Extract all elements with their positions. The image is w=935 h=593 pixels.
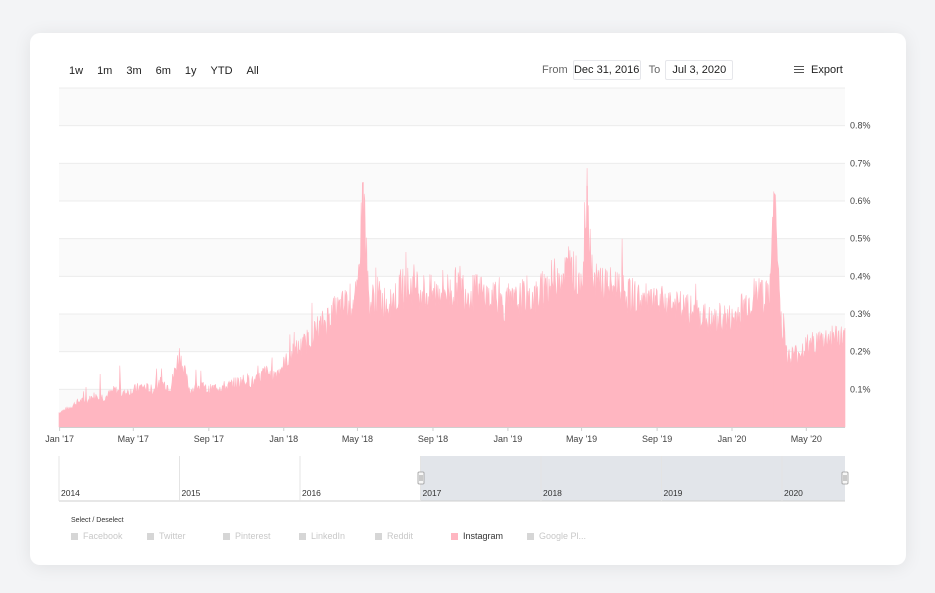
export-button[interactable]: Export [794, 64, 843, 76]
to-label: To [648, 64, 661, 76]
legend-item-instagram[interactable]: Instagram [451, 531, 527, 541]
y-tick-label: 0.3% [850, 309, 871, 319]
x-tick-label: May '17 [118, 434, 149, 444]
x-tick-label: Sep '17 [194, 434, 224, 444]
navigator-year-label: 2016 [302, 488, 321, 498]
x-tick-label: Sep '18 [418, 434, 448, 444]
from-date-input[interactable]: Dec 31, 2016 [572, 60, 641, 80]
x-tick-label: May '20 [791, 434, 822, 444]
date-range: From Dec 31, 2016 To Jul 3, 2020 [542, 60, 741, 80]
range-button-ytd[interactable]: YTD [204, 64, 240, 78]
range-button-1m[interactable]: 1m [90, 64, 119, 78]
chart-card: 1w 1m 3m 6m 1y YTD All From Dec 31, 2016… [30, 33, 906, 565]
from-label: From [542, 64, 568, 76]
legend-item-reddit[interactable]: Reddit [375, 531, 451, 541]
navigator-handle[interactable] [841, 471, 849, 485]
range-selector: 1w 1m 3m 6m 1y YTD All [69, 64, 266, 78]
legend-title: Select / Deselect [71, 517, 124, 524]
x-tick-label: Jan '19 [494, 434, 523, 444]
x-axis-ticks: Jan '17 May '17 Sep '17 Jan '18 May '18 Sep '… [45, 427, 822, 444]
navigator: 2014 2015 2016 2017 2018 2019 2020 [58, 456, 849, 502]
plot-band [59, 201, 845, 239]
navigator-selection [421, 456, 845, 501]
legend-label: Twitter [159, 531, 186, 541]
navigator-year-label: 2017 [423, 488, 442, 498]
x-tick-label: May '18 [342, 434, 373, 444]
plot-band [59, 88, 845, 126]
legend-swatch [223, 532, 230, 540]
plot-band [59, 163, 845, 201]
x-tick-label: Sep '19 [642, 434, 672, 444]
range-button-6m[interactable]: 6m [149, 64, 178, 78]
y-tick-label: 0.8% [850, 121, 871, 131]
legend: Facebook Twitter Pinterest LinkedIn Redd… [71, 531, 603, 541]
menu-icon [794, 66, 804, 74]
x-tick-label: May '19 [566, 434, 597, 444]
legend-item-twitter[interactable]: Twitter [147, 531, 223, 541]
legend-swatch [527, 532, 534, 540]
legend-label: Pinterest [235, 531, 271, 541]
area-chart: 0.1% 0.2% 0.3% 0.4% 0.5% 0.6% 0.7% 0.8% Jan '17… [45, 87, 871, 502]
series-area-instagram [58, 168, 846, 428]
y-tick-label: 0.7% [850, 158, 871, 168]
export-label: Export [811, 64, 843, 76]
x-tick-label: Jan '17 [45, 434, 74, 444]
y-axis-ticks: 0.1% 0.2% 0.3% 0.4% 0.5% 0.6% 0.7% 0.8% [850, 121, 871, 395]
navigator-year-label: 2014 [61, 488, 80, 498]
range-button-all[interactable]: All [240, 64, 266, 78]
navigator-year-label: 2019 [664, 488, 683, 498]
series-area-group [58, 168, 846, 428]
range-button-3m[interactable]: 3m [119, 64, 148, 78]
y-tick-label: 0.2% [850, 347, 871, 357]
legend-swatch [451, 532, 458, 540]
y-tick-label: 0.4% [850, 271, 871, 281]
legend-label: Instagram [463, 531, 504, 541]
y-tick-label: 0.1% [850, 384, 871, 394]
legend-item-pinterest[interactable]: Pinterest [223, 531, 299, 541]
legend-swatch [71, 532, 78, 540]
legend-label: Reddit [387, 531, 414, 541]
legend-item-linkedin[interactable]: LinkedIn [299, 531, 375, 541]
legend-swatch [299, 532, 306, 540]
x-tick-label: Jan '18 [269, 434, 298, 444]
legend-swatch [147, 532, 154, 540]
navigator-year-label: 2018 [543, 488, 562, 498]
legend-item-google-plus[interactable]: Google Pl... [527, 531, 603, 541]
legend-label: Facebook [83, 531, 123, 541]
y-tick-label: 0.5% [850, 234, 871, 244]
legend-label: LinkedIn [311, 531, 346, 541]
navigator-year-label: 2020 [784, 488, 803, 498]
plot-band [59, 125, 845, 164]
plot-band [59, 238, 845, 277]
y-tick-label: 0.6% [850, 196, 871, 206]
navigator-handle[interactable] [417, 471, 425, 485]
legend-swatch [375, 532, 382, 540]
to-date-input[interactable]: Jul 3, 2020 [665, 60, 734, 80]
legend-label: Google Pl... [539, 531, 587, 541]
navigator-year-label: 2015 [182, 488, 201, 498]
range-button-1w[interactable]: 1w [69, 64, 90, 78]
legend-item-facebook[interactable]: Facebook [71, 531, 147, 541]
x-tick-label: Jan '20 [718, 434, 747, 444]
range-button-1y[interactable]: 1y [178, 64, 204, 78]
